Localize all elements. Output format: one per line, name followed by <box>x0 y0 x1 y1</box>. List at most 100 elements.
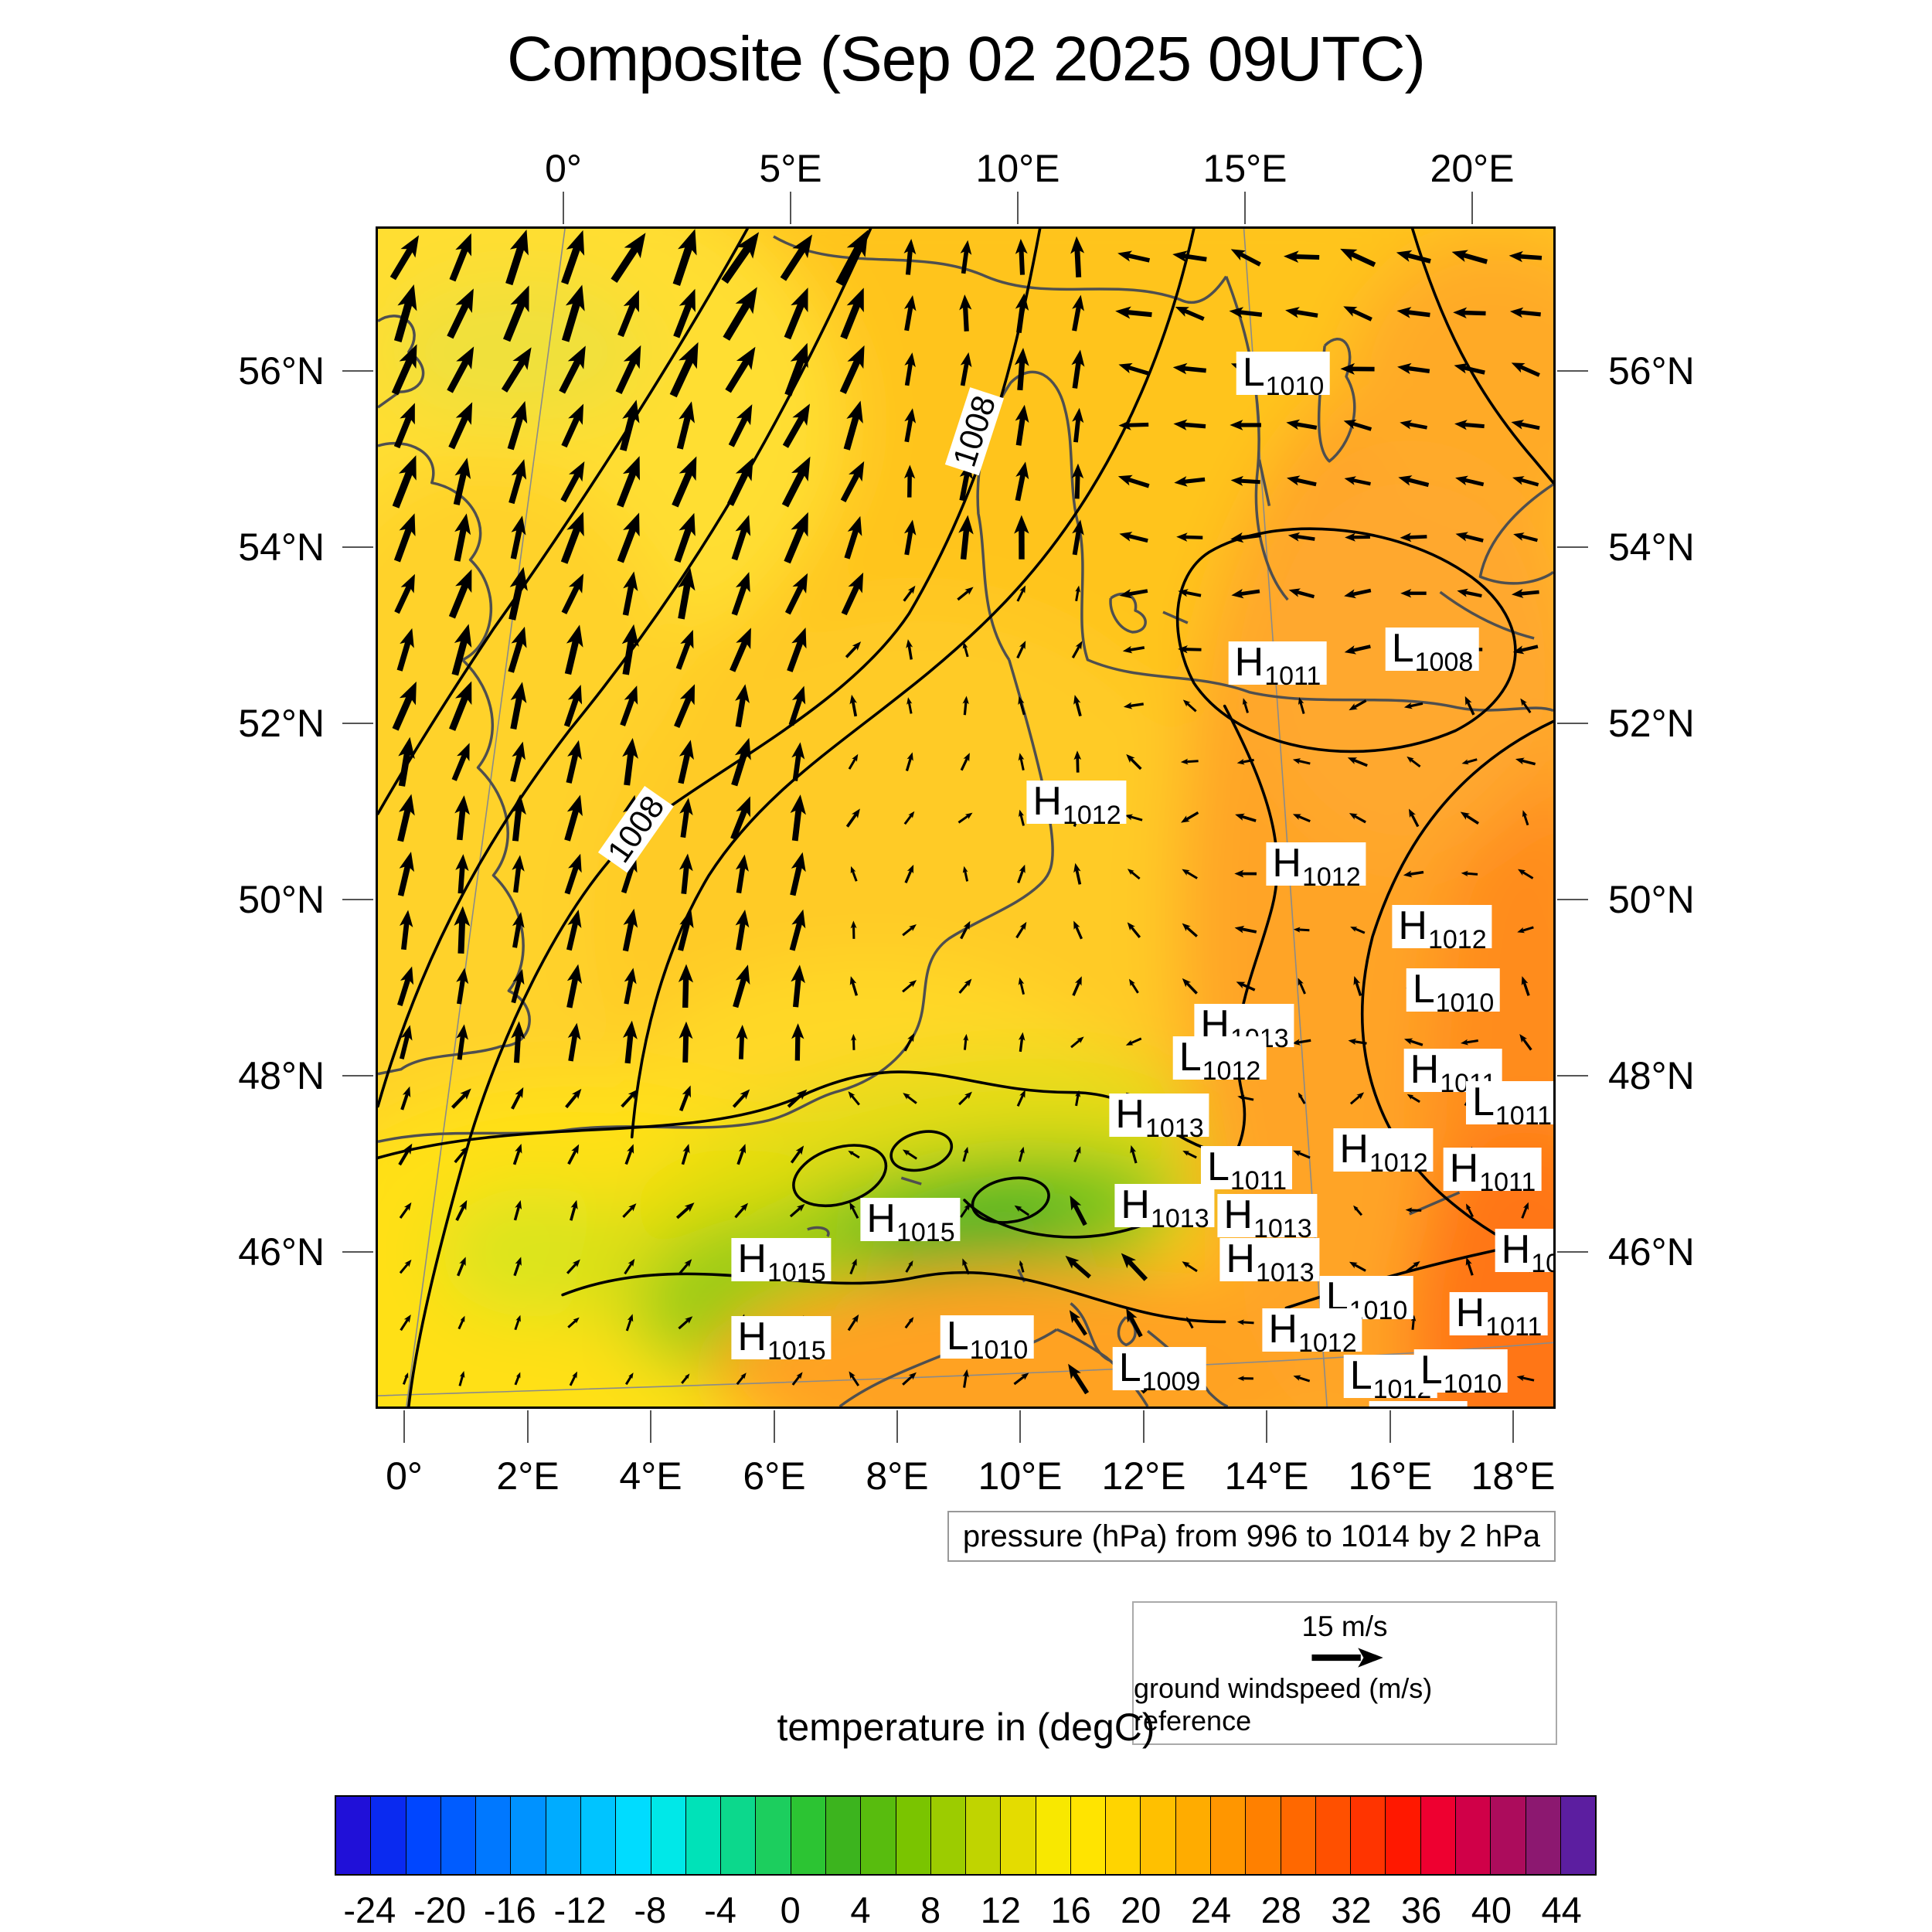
colorbar-cell <box>1490 1797 1526 1874</box>
axis-tick <box>342 370 373 372</box>
axis-tick <box>403 1410 405 1443</box>
pressure-center-label-h1011: H1011 <box>1228 641 1327 689</box>
axis-tick <box>1557 546 1588 548</box>
colorbar-cell <box>1105 1797 1141 1874</box>
axis-tick <box>342 1075 373 1077</box>
axis-tick <box>1244 192 1246 224</box>
colorbar-cell <box>1245 1797 1281 1874</box>
colorbar-tick-label: 44 <box>1541 1889 1582 1930</box>
colorbar-cell <box>580 1797 616 1874</box>
colorbar-title: temperature in (degC) <box>777 1706 1155 1749</box>
colorbar-tick-label: -8 <box>634 1889 667 1930</box>
coastlines <box>378 235 1553 1406</box>
lat-tick-label-right: 48°N <box>1608 1054 1695 1097</box>
colorbar-cell <box>615 1797 651 1874</box>
colorbar-tick-label: 16 <box>1050 1889 1091 1930</box>
colorbar-tick-label: 12 <box>980 1889 1021 1930</box>
axis-tick <box>1557 1075 1588 1077</box>
pressure-label-layer: L1010 L1008 H1011 H1012 H1012 H1012 L1010 H1013… <box>378 229 1553 1406</box>
wind-reference-speed: 15 m/s <box>1301 1611 1388 1642</box>
isobar-contour-label: 1008 <box>597 785 675 873</box>
axis-tick <box>342 1251 373 1253</box>
colorbar-cell <box>405 1797 440 1874</box>
colorbar-cell <box>545 1797 580 1874</box>
axis-tick <box>342 723 373 724</box>
colorbar-cell <box>475 1797 511 1874</box>
colorbar-cell <box>720 1797 756 1874</box>
colorbar-tick-label: 32 <box>1331 1889 1372 1930</box>
axis-tick <box>650 1410 651 1443</box>
pressure-center-label-h1012: H1012 <box>1026 781 1127 828</box>
pressure-center-label-l1010: L1010 <box>1406 968 1500 1016</box>
page-title: Composite (Sep 02 2025 09UTC) <box>507 24 1426 94</box>
axis-tick <box>896 1410 898 1443</box>
lat-tick-label-left: 56°N <box>238 349 325 393</box>
lon-tick-label-bottom: 18°E <box>1471 1454 1556 1498</box>
colorbar-cell <box>1000 1797 1036 1874</box>
colorbar-cell <box>1455 1797 1491 1874</box>
pressure-center-label-h1011: H1011 <box>1449 1292 1548 1340</box>
colorbar-tick-label: 36 <box>1401 1889 1442 1930</box>
colorbar-tick-label: 24 <box>1190 1889 1232 1930</box>
colorbar-tick-label: 28 <box>1260 1889 1301 1930</box>
lon-tick-label-bottom: 4°E <box>619 1454 682 1498</box>
pressure-center-label-h1013: H1013 <box>1114 1184 1215 1232</box>
lon-tick-label-bottom: 2°E <box>496 1454 560 1498</box>
axis-tick <box>1017 192 1019 224</box>
pressure-caption: pressure (hPa) from 996 to 1014 by 2 hPa <box>947 1511 1556 1562</box>
wind-reference-caption: ground windspeed (m/s) reference <box>1134 1672 1433 1736</box>
lat-tick-label-left: 50°N <box>238 878 325 921</box>
colorbar-tick-label: 8 <box>920 1889 941 1930</box>
pressure-center-label-h1015: H1015 <box>860 1198 961 1246</box>
wind-reference-arrow-icon <box>1311 1648 1383 1668</box>
colorbar-cell <box>930 1797 966 1874</box>
colorbar-cell <box>755 1797 791 1874</box>
lat-tick-label-right: 56°N <box>1608 349 1695 393</box>
lat-tick-label-left: 48°N <box>238 1054 325 1097</box>
axis-tick <box>342 899 373 900</box>
pressure-center-label-l1010: L1010 <box>1413 1349 1508 1397</box>
pressure-center-label-h1013: H1013 <box>1219 1238 1320 1286</box>
lat-tick-label-left: 46°N <box>238 1230 325 1274</box>
colorbar-cell <box>1525 1797 1560 1874</box>
pressure-center-label-h1011: H1011 <box>1403 1049 1502 1097</box>
lat-tick-label-right: 50°N <box>1608 878 1695 921</box>
pressure-center-label-h1015: H1015 <box>731 1238 832 1286</box>
lon-tick-label-top: 10°E <box>975 147 1060 190</box>
colorbar-cell <box>790 1797 825 1874</box>
pressure-center-label-h1013: H1013 <box>1217 1194 1318 1242</box>
pressure-center-label-h1012: H1012 <box>1262 1308 1362 1356</box>
pressure-center-label-h1015: H1015 <box>731 1316 832 1364</box>
colorbar-cell <box>860 1797 896 1874</box>
pressure-center-label-l1010: L1010 <box>940 1315 1034 1363</box>
pressure-center-label-l1008: L1008 <box>1385 628 1479 675</box>
colorbar-cell <box>1070 1797 1106 1874</box>
pressure-center-label-l1011: L1011 <box>1465 1081 1553 1129</box>
lon-tick-label-bottom: 0° <box>386 1454 423 1498</box>
colorbar-tick-label: -20 <box>413 1889 467 1930</box>
colorbar-tick-label: 20 <box>1121 1889 1162 1930</box>
pressure-center-label-h1013: H1013 <box>1109 1094 1209 1141</box>
pressure-center-label-l1010: L1010 <box>1236 352 1330 400</box>
lon-tick-label-bottom: 6°E <box>743 1454 806 1498</box>
axis-tick <box>527 1410 529 1443</box>
pressure-center-label-h1012: H1012 <box>1392 905 1492 953</box>
axis-tick <box>1557 370 1588 372</box>
lat-tick-label-right: 46°N <box>1608 1230 1695 1274</box>
axis-tick <box>1266 1410 1267 1443</box>
lon-tick-label-bottom: 10°E <box>978 1454 1063 1498</box>
axis-tick <box>563 192 564 224</box>
colorbar-tick-label: -4 <box>704 1889 736 1930</box>
colorbar-cell <box>440 1797 476 1874</box>
lon-tick-label-bottom: 16°E <box>1348 1454 1433 1498</box>
axis-tick <box>342 546 373 548</box>
axis-tick <box>1512 1410 1514 1443</box>
colorbar-cell <box>370 1797 406 1874</box>
colorbar-tick-label: -12 <box>553 1889 607 1930</box>
lon-tick-label-bottom: 14°E <box>1224 1454 1309 1498</box>
colorbar-cell <box>1175 1797 1211 1874</box>
pressure-center-label-h1011: H1011 <box>1495 1229 1553 1277</box>
map-panel: L1010 L1008 H1011 H1012 H1012 H1012 L1010 H1013… <box>376 226 1556 1409</box>
axis-tick <box>1557 899 1588 900</box>
colorbar-cell <box>1420 1797 1455 1874</box>
